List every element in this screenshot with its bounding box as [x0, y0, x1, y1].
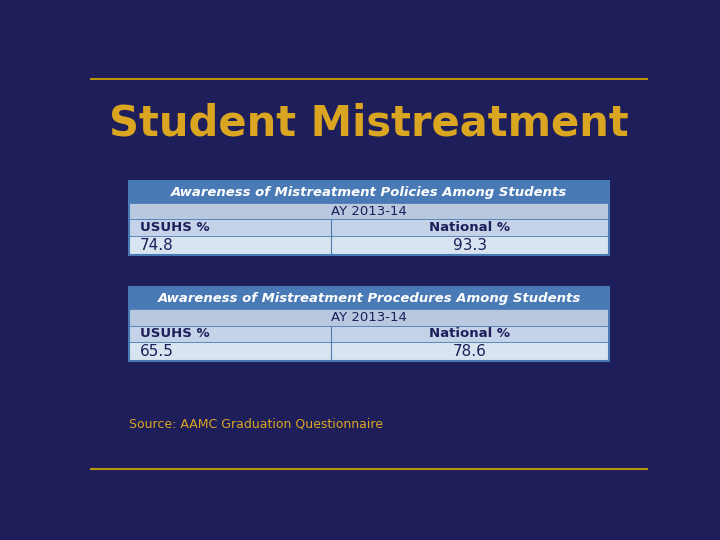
- Text: 74.8: 74.8: [140, 238, 174, 253]
- Text: Awareness of Mistreatment Procedures Among Students: Awareness of Mistreatment Procedures Amo…: [158, 292, 580, 305]
- Text: Awareness of Mistreatment Policies Among Students: Awareness of Mistreatment Policies Among…: [171, 186, 567, 199]
- Text: National %: National %: [429, 221, 510, 234]
- Text: Student Mistreatment: Student Mistreatment: [109, 102, 629, 144]
- Text: 65.5: 65.5: [140, 344, 174, 359]
- FancyBboxPatch shape: [129, 219, 609, 236]
- Text: USUHS %: USUHS %: [140, 327, 210, 340]
- Text: AY 2013-14: AY 2013-14: [331, 310, 407, 323]
- Text: Source: AAMC Graduation Questionnaire: Source: AAMC Graduation Questionnaire: [129, 418, 383, 431]
- FancyBboxPatch shape: [129, 309, 609, 326]
- Text: National %: National %: [429, 327, 510, 340]
- Text: AY 2013-14: AY 2013-14: [331, 205, 407, 218]
- FancyBboxPatch shape: [129, 326, 609, 342]
- FancyBboxPatch shape: [129, 236, 609, 255]
- Text: 78.6: 78.6: [453, 344, 487, 359]
- Text: 93.3: 93.3: [453, 238, 487, 253]
- FancyBboxPatch shape: [129, 203, 609, 219]
- FancyBboxPatch shape: [129, 181, 609, 203]
- FancyBboxPatch shape: [129, 287, 609, 309]
- FancyBboxPatch shape: [129, 342, 609, 361]
- Text: USUHS %: USUHS %: [140, 221, 210, 234]
